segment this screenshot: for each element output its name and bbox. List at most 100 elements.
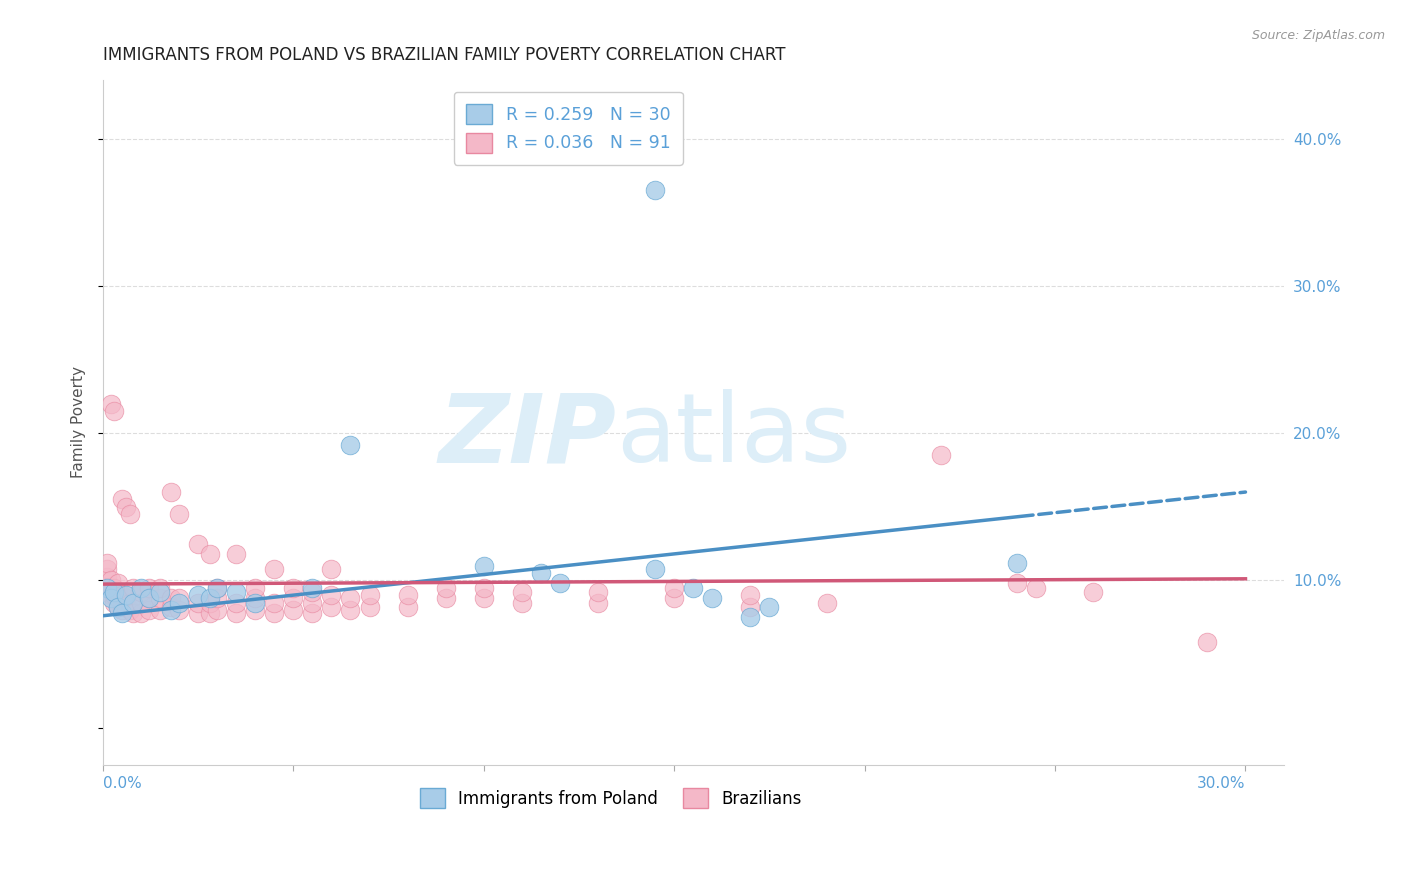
Point [321,588,343,602]
Point [111,588,134,602]
Point [644,561,666,575]
Point [301,585,323,599]
Point [301,581,323,595]
Point [96,561,118,575]
Text: IMMIGRANTS FROM POLAND VS BRAZILIAN FAMILY POVERTY CORRELATION CHART: IMMIGRANTS FROM POLAND VS BRAZILIAN FAMI… [103,46,786,64]
Point [205,603,228,617]
Point [510,585,533,599]
Point [245,595,267,609]
Point [122,581,145,595]
Point [167,591,190,606]
Point [205,581,228,595]
Point [138,581,160,595]
Point [1005,556,1028,570]
Point [122,606,145,620]
Text: ZIP: ZIP [439,389,616,483]
Point [245,603,267,617]
Text: 30.0%: 30.0% [1197,776,1246,791]
Point [100,581,122,595]
Point [644,183,666,197]
Point [103,588,125,602]
Point [107,599,129,614]
Point [103,404,125,418]
Point [283,603,305,617]
Point [339,603,361,617]
Point [740,610,762,624]
Point [198,591,221,606]
Point [96,556,118,570]
Point [149,603,172,617]
Point [107,599,129,614]
Point [472,581,495,595]
Point [149,591,172,606]
Point [198,547,221,561]
Point [740,599,762,614]
Point [205,591,228,606]
Point [111,595,134,609]
Point [160,485,183,500]
Point [167,507,190,521]
Point [586,595,609,609]
Point [187,606,209,620]
Point [114,500,136,514]
Point [107,585,129,599]
Point [118,595,141,609]
Point [122,595,145,609]
Point [263,595,285,609]
Point [96,570,118,584]
Point [114,588,136,602]
Point [263,561,285,575]
Point [103,585,125,599]
Point [225,606,247,620]
Point [138,591,160,606]
Point [283,591,305,606]
Point [138,603,160,617]
Text: atlas: atlas [616,389,852,483]
Point [167,603,190,617]
Point [758,599,780,614]
Point [1025,581,1047,595]
Y-axis label: Family Poverty: Family Poverty [72,366,86,478]
Point [160,599,183,614]
Point [96,581,118,595]
Point [198,595,221,609]
Point [100,574,122,588]
Point [205,581,228,595]
Point [359,588,381,602]
Point [283,581,305,595]
Legend: Immigrants from Poland, Brazilians: Immigrants from Poland, Brazilians [413,781,808,814]
Point [740,588,762,602]
Point [129,595,152,609]
Point [103,581,125,595]
Point [187,595,209,609]
Point [301,606,323,620]
Point [100,588,122,602]
Text: Source: ZipAtlas.com: Source: ZipAtlas.com [1251,29,1385,42]
Point [472,591,495,606]
Point [339,591,361,606]
Point [664,591,686,606]
Point [396,588,419,602]
Point [321,561,343,575]
Point [107,591,129,606]
Point [510,595,533,609]
Point [434,591,457,606]
Point [225,547,247,561]
Point [96,581,118,595]
Point [129,581,152,595]
Point [245,581,267,595]
Point [129,585,152,599]
Point [263,606,285,620]
Point [160,591,183,606]
Point [111,606,134,620]
Point [103,595,125,609]
Point [118,507,141,521]
Point [167,595,190,609]
Point [1197,635,1219,649]
Point [301,595,323,609]
Point [245,591,267,606]
Point [160,603,183,617]
Point [111,603,134,617]
Point [548,576,571,591]
Point [114,591,136,606]
